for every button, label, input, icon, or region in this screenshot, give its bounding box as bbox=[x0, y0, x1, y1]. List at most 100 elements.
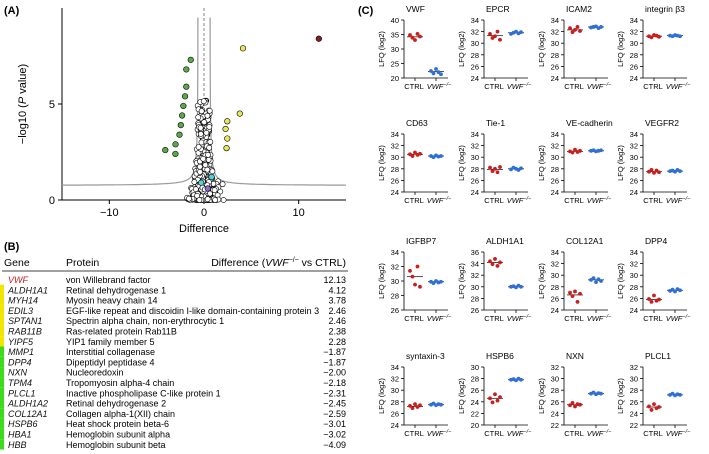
lfq-y-tick-label: 32 bbox=[471, 28, 479, 37]
volcano-x-label: Difference bbox=[179, 223, 229, 235]
table-cell-gene: TPM4 bbox=[8, 378, 32, 388]
lfq-point-ctrl bbox=[408, 403, 412, 408]
lfq-panel-title: integrin β3 bbox=[645, 4, 685, 14]
volcano-point bbox=[200, 98, 207, 105]
lfq-point-ctrl bbox=[498, 165, 502, 169]
lfq-x-label-ctrl: CTRL bbox=[404, 429, 424, 438]
lfq-point-ctrl bbox=[570, 294, 575, 298]
lfq-y-tick-label: 24 bbox=[630, 306, 638, 315]
table-cell-protein: Spectrin alpha chain, non-erythrocytic 1 bbox=[66, 316, 224, 326]
lfq-point-ctrl bbox=[490, 400, 495, 405]
table-cell-gene: PLCL1 bbox=[8, 388, 36, 398]
lfq-y-tick-label: 32 bbox=[630, 28, 638, 37]
lfq-point-ctrl bbox=[498, 395, 502, 400]
highlighted-points bbox=[162, 35, 322, 192]
lfq-point-ctrl bbox=[495, 264, 500, 268]
lfq-panel: EPCR 24 26 28 30 32 34 LFQ (log2) CTRL VWF−/− bbox=[457, 4, 532, 91]
volcano-point bbox=[196, 163, 203, 170]
lfq-point-ctrl bbox=[490, 262, 495, 267]
lfq-x-label-vwf-gene: VWF bbox=[507, 82, 524, 91]
volcano-point-up bbox=[236, 110, 243, 117]
table-cell-difference: 4.12 bbox=[328, 285, 346, 295]
lfq-x-label-vwf: VWF−/− bbox=[587, 82, 612, 91]
lfq-panel-title: VE-cadherin bbox=[566, 118, 613, 128]
table-cell-gene: RAB11B bbox=[8, 327, 42, 337]
lfq-x-label-vwf: VWF−/− bbox=[666, 196, 691, 205]
lfq-x-label-ctrl: CTRL bbox=[484, 196, 504, 205]
lfq-point-ctrl bbox=[410, 35, 415, 40]
lfq-y-label: LFQ (log2) bbox=[457, 31, 466, 67]
lfq-point-ctrl bbox=[652, 293, 656, 298]
table-cell-protein: Hemoglobin subunit alpha bbox=[66, 430, 170, 440]
lfq-y-label: LFQ (log2) bbox=[616, 145, 625, 181]
lfq-point-ctrl bbox=[410, 274, 415, 279]
table-row-marker bbox=[0, 315, 4, 326]
lfq-y-tick-label: 24 bbox=[551, 409, 559, 418]
table-row-marker bbox=[0, 295, 4, 306]
lfq-x-label-vwf: VWF−/− bbox=[427, 82, 452, 91]
volcano-point bbox=[220, 197, 227, 203]
volcano-point-down bbox=[180, 102, 187, 110]
lfq-point-vwf bbox=[594, 280, 598, 285]
lfq-y-tick-label: 30 bbox=[391, 386, 399, 395]
table-cell-protein: von Willebrand factor bbox=[66, 275, 151, 285]
lfq-x-label-ctrl: CTRL bbox=[484, 82, 504, 91]
lfq-x-label-vwf: VWF−/− bbox=[666, 314, 691, 323]
lfq-point-ctrl bbox=[657, 34, 661, 39]
volcano-point bbox=[202, 162, 209, 168]
lfq-y-tick-label: 30 bbox=[630, 271, 638, 280]
lfq-point-ctrl bbox=[649, 168, 654, 172]
table-row-marker bbox=[0, 387, 4, 398]
volcano-point-down bbox=[181, 93, 189, 100]
lfq-y-label: LFQ (log2) bbox=[377, 378, 386, 414]
lfq-point-vwf bbox=[599, 391, 603, 396]
lfq-x-label-vwf-gene: VWF bbox=[666, 314, 683, 323]
lfq-panel-title: VEGFR2 bbox=[645, 118, 679, 128]
lfq-panel-title: Tie-1 bbox=[486, 118, 505, 128]
lfq-point-ctrl bbox=[418, 151, 422, 156]
lfq-y-tick-label: 32 bbox=[471, 142, 479, 151]
lfq-y-tick-label: 26 bbox=[551, 398, 559, 407]
lfq-x-label-vwf-sup: −/− bbox=[603, 429, 612, 435]
lfq-y-tick-label: 24 bbox=[551, 306, 559, 315]
table-cell-difference: −1.87 bbox=[323, 347, 346, 357]
lfq-y-label: LFQ (log2) bbox=[457, 145, 466, 181]
table-cell-difference: 2.46 bbox=[328, 306, 346, 316]
lfq-point-ctrl bbox=[652, 170, 656, 175]
table-cell-difference: 3.78 bbox=[328, 296, 346, 306]
lfq-point-ctrl bbox=[649, 299, 654, 304]
table-cell-protein: Hemoglobin subunit beta bbox=[66, 440, 166, 450]
lfq-y-tick-label: 26 bbox=[630, 62, 638, 71]
lfq-y-tick-label: 32 bbox=[551, 28, 559, 37]
lfq-point-ctrl bbox=[410, 406, 415, 411]
table-cell-difference: −2.31 bbox=[323, 388, 346, 398]
lfq-y-tick-label: 34 bbox=[471, 130, 479, 139]
volcano-point-down bbox=[183, 66, 190, 73]
lfq-point-vwf bbox=[439, 279, 443, 284]
volcano-point-up bbox=[222, 125, 229, 133]
lfq-point-ctrl bbox=[413, 402, 417, 407]
lfq-point-ctrl bbox=[490, 169, 495, 174]
lfq-point-ctrl bbox=[573, 27, 577, 32]
lfq-x-label-vwf-sup: −/− bbox=[682, 82, 691, 88]
lfq-y-tick-label: 28 bbox=[551, 165, 559, 174]
lfq-point-ctrl bbox=[418, 34, 422, 39]
lfq-point-vwf bbox=[678, 392, 682, 397]
table-cell-gene: HBB bbox=[8, 440, 27, 450]
table-header-protein: Protein bbox=[66, 257, 99, 269]
table-row-marker bbox=[0, 367, 4, 378]
lfq-y-tick-label: 30 bbox=[551, 39, 559, 48]
lfq-panel-title: COL12A1 bbox=[566, 236, 604, 246]
table-row-marker bbox=[0, 398, 4, 409]
lfq-point-vwf bbox=[429, 69, 433, 73]
table-cell-protein: Tropomyosin alpha-4 chain bbox=[66, 378, 174, 388]
lfq-point-ctrl bbox=[578, 148, 582, 153]
significance-curve-left bbox=[62, 17, 199, 186]
volcano-y-tick-label: 0 bbox=[49, 195, 55, 207]
lfq-x-label-vwf-sup: −/− bbox=[603, 314, 612, 320]
lfq-x-label-vwf: VWF−/− bbox=[666, 429, 691, 438]
volcano-point-up bbox=[223, 145, 230, 152]
lfq-y-tick-label: 28 bbox=[471, 294, 479, 303]
table-cell-protein: Ras-related protein Rab11B bbox=[66, 327, 177, 337]
